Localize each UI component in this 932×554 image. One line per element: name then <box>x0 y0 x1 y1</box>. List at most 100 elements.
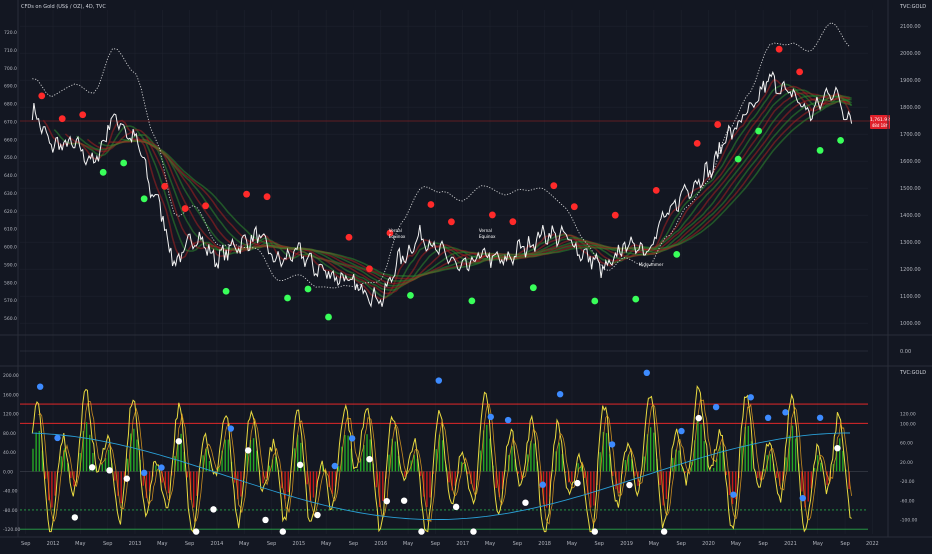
osc-white-dot[interactable] <box>176 438 182 444</box>
buy-signal-dot[interactable] <box>284 295 291 302</box>
x-tick-label: May <box>403 541 413 547</box>
osc-blue-dot[interactable] <box>158 464 164 470</box>
histogram-bar <box>795 438 796 471</box>
osc-white-dot[interactable] <box>124 475 130 481</box>
osc-white-dot[interactable] <box>366 456 372 462</box>
sell-signal-dot[interactable] <box>448 218 455 225</box>
buy-signal-dot[interactable] <box>591 298 598 305</box>
osc-white-dot[interactable] <box>418 528 424 534</box>
buy-signal-dot[interactable] <box>100 169 107 176</box>
buy-signal-dot[interactable] <box>468 297 475 304</box>
osc-white-dot[interactable] <box>245 447 251 453</box>
osc-blue-dot[interactable] <box>505 417 511 423</box>
osc-blue-dot[interactable] <box>540 482 546 488</box>
histogram-bar <box>820 463 821 472</box>
osc-blue-dot[interactable] <box>748 394 754 400</box>
sell-signal-dot[interactable] <box>653 187 660 194</box>
sell-signal-dot[interactable] <box>161 183 168 190</box>
osc-blue-dot[interactable] <box>678 428 684 434</box>
osc-blue-dot[interactable] <box>54 435 60 441</box>
sell-signal-dot[interactable] <box>59 115 66 122</box>
sell-signal-dot[interactable] <box>38 92 45 99</box>
buy-signal-dot[interactable] <box>325 314 332 321</box>
sell-signal-dot[interactable] <box>202 202 209 209</box>
osc-blue-dot[interactable] <box>228 425 234 431</box>
osc-white-dot[interactable] <box>470 528 476 534</box>
osc-blue-dot[interactable] <box>488 414 494 420</box>
x-tick-label: May <box>649 541 659 547</box>
osc-white-dot[interactable] <box>280 528 286 534</box>
sell-signal-dot[interactable] <box>366 265 373 272</box>
osc-white-dot[interactable] <box>834 445 840 451</box>
histogram-bar <box>70 471 71 478</box>
osc-white-dot[interactable] <box>453 504 459 510</box>
osc-white-dot[interactable] <box>210 506 216 512</box>
osc-white-dot[interactable] <box>106 467 112 473</box>
buy-signal-dot[interactable] <box>120 160 127 167</box>
sell-signal-dot[interactable] <box>694 140 701 147</box>
histogram-bar <box>719 446 720 471</box>
osc-blue-dot[interactable] <box>37 383 43 389</box>
sell-signal-dot[interactable] <box>243 191 250 198</box>
osc-blue-dot[interactable] <box>800 495 806 501</box>
buy-signal-dot[interactable] <box>530 284 537 291</box>
sell-signal-dot[interactable] <box>509 218 516 225</box>
osc-white-dot[interactable] <box>262 517 268 523</box>
osc-white-dot[interactable] <box>696 415 702 421</box>
histogram-bar <box>606 433 607 471</box>
osc-white-dot[interactable] <box>72 514 78 520</box>
osc-blue-dot[interactable] <box>332 463 338 469</box>
osc-blue-dot[interactable] <box>782 409 788 415</box>
osc-white-dot[interactable] <box>297 462 303 468</box>
osc-blue-dot[interactable] <box>730 491 736 497</box>
osc-white-dot[interactable] <box>384 498 390 504</box>
sell-signal-dot[interactable] <box>796 68 803 75</box>
osc-white-dot[interactable] <box>314 512 320 518</box>
buy-signal-dot[interactable] <box>407 292 414 299</box>
osc-blue-dot[interactable] <box>557 391 563 397</box>
sell-signal-dot[interactable] <box>550 182 557 189</box>
histogram-bar <box>666 471 667 499</box>
osc-white-dot[interactable] <box>193 528 199 534</box>
osc-blue-dot[interactable] <box>436 377 442 383</box>
sell-signal-dot[interactable] <box>346 234 353 241</box>
osc-white-dot[interactable] <box>522 500 528 506</box>
osc-white-dot[interactable] <box>574 480 580 486</box>
buy-signal-dot[interactable] <box>305 286 312 293</box>
buy-signal-dot[interactable] <box>223 288 230 295</box>
osc-white-dot[interactable] <box>626 482 632 488</box>
sell-signal-dot[interactable] <box>714 121 721 128</box>
histogram-bar <box>659 471 660 485</box>
sell-signal-dot[interactable] <box>571 203 578 210</box>
osc-blue-dot[interactable] <box>817 415 823 421</box>
osc-blue-dot[interactable] <box>765 415 771 421</box>
buy-signal-dot[interactable] <box>817 147 824 154</box>
osc-white-dot[interactable] <box>661 528 667 534</box>
sell-signal-dot[interactable] <box>612 212 619 219</box>
osc-blue-dot[interactable] <box>141 470 147 476</box>
osc-blue-dot[interactable] <box>349 435 355 441</box>
buy-signal-dot[interactable] <box>837 137 844 144</box>
sell-signal-dot[interactable] <box>776 46 783 53</box>
buy-signal-dot[interactable] <box>755 128 762 135</box>
buy-signal-dot[interactable] <box>632 296 639 303</box>
chart-title: CFDs on Gold (US$ / OZ), 4D, TVC <box>21 4 106 10</box>
sell-signal-dot[interactable] <box>428 201 435 208</box>
buy-signal-dot[interactable] <box>673 251 680 258</box>
sell-signal-dot[interactable] <box>489 212 496 219</box>
sell-signal-dot[interactable] <box>264 193 271 200</box>
buy-signal-dot[interactable] <box>735 156 742 163</box>
osc-blue-dot[interactable] <box>713 404 719 410</box>
osc-white-dot[interactable] <box>89 464 95 470</box>
histogram-bar <box>473 471 474 490</box>
buy-signal-dot[interactable] <box>141 195 148 202</box>
sell-signal-dot[interactable] <box>79 111 86 118</box>
histogram-bar <box>136 440 137 472</box>
osc-white-dot[interactable] <box>592 528 598 534</box>
osc-white-dot[interactable] <box>401 497 407 503</box>
osc-blue-dot[interactable] <box>609 441 615 447</box>
sell-signal-dot[interactable] <box>182 205 189 212</box>
osc-blue-dot[interactable] <box>644 370 650 376</box>
